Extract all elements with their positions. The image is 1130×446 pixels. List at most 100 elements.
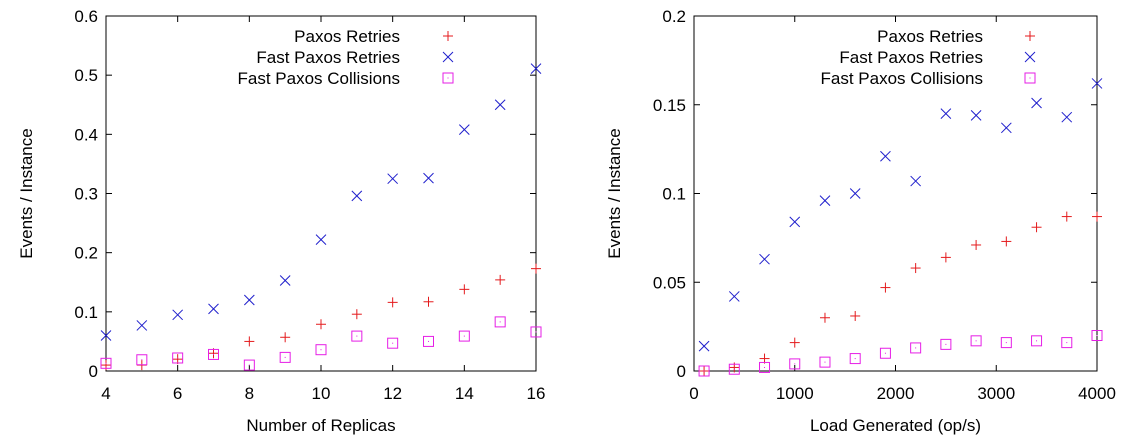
data-point xyxy=(351,330,363,342)
data-point xyxy=(940,108,952,119)
data-point xyxy=(1031,335,1043,347)
data-point xyxy=(351,309,362,320)
series-paxos-retries xyxy=(699,211,1102,376)
x-tick-label: 16 xyxy=(527,384,546,403)
x-tick-label: 0 xyxy=(689,384,698,403)
data-point xyxy=(458,124,470,135)
data-point xyxy=(351,190,363,202)
legend-marker xyxy=(443,31,453,41)
y-tick-label: 0.05 xyxy=(653,273,686,292)
data-point xyxy=(1000,122,1012,134)
data-point xyxy=(698,340,710,352)
legend-marker xyxy=(1024,51,1036,63)
data-point xyxy=(910,175,922,187)
data-point xyxy=(172,352,184,364)
data-point xyxy=(879,347,891,359)
y-tick-label: 0.5 xyxy=(74,66,98,85)
data-point xyxy=(280,332,291,343)
legend-marker xyxy=(442,51,454,63)
data-point xyxy=(819,195,831,206)
data-point xyxy=(789,337,800,348)
x-tick-label: 4 xyxy=(101,384,110,403)
data-point xyxy=(1061,111,1073,123)
legend-marker xyxy=(442,72,454,84)
data-point xyxy=(1061,337,1073,349)
data-point xyxy=(459,284,470,295)
series-fast-paxos-collisions xyxy=(100,316,542,371)
y-axis-label: Events / Instance xyxy=(605,128,624,258)
legend-label: Fast Paxos Retries xyxy=(839,48,983,67)
data-point xyxy=(1092,211,1102,222)
data-point xyxy=(315,344,327,356)
data-point xyxy=(423,172,434,184)
data-point xyxy=(880,150,891,162)
data-point xyxy=(1091,78,1103,89)
data-point xyxy=(1000,337,1012,349)
data-point xyxy=(759,353,770,364)
data-point xyxy=(315,234,327,246)
y-tick-label: 0.1 xyxy=(662,185,686,204)
data-point xyxy=(208,303,219,315)
data-point xyxy=(494,99,506,111)
data-point xyxy=(940,252,951,263)
data-point xyxy=(789,358,801,370)
data-point xyxy=(880,282,891,293)
y-tick-label: 0.6 xyxy=(74,7,98,26)
data-point xyxy=(279,351,291,363)
x-tick-label: 12 xyxy=(383,384,402,403)
data-point xyxy=(279,275,291,286)
data-point xyxy=(698,365,710,377)
data-point xyxy=(100,330,112,341)
data-point xyxy=(495,274,506,285)
chart-load: 0 0.05 0.1 0.15 0.2 0 1000 2000 3000 4000 Load Gen… xyxy=(605,7,1116,435)
chart-replicas: 0 0.1 0.2 0.3 0.4 0.5 0.6 4 6 8 10 12 14 16 Number of … xyxy=(17,7,545,435)
data-point xyxy=(970,335,982,347)
series-fast-paxos-retries xyxy=(698,78,1103,352)
data-point xyxy=(423,296,434,307)
data-point xyxy=(910,342,922,354)
data-point xyxy=(172,309,184,321)
data-point xyxy=(1031,97,1042,109)
data-point xyxy=(423,335,434,347)
series-fast-paxos-retries xyxy=(100,63,542,341)
y-tick-label: 0.4 xyxy=(74,125,98,144)
data-point xyxy=(316,319,326,330)
data-point xyxy=(208,348,219,360)
data-point xyxy=(387,173,399,185)
series-fast-paxos-collisions xyxy=(698,330,1103,377)
data-point xyxy=(849,353,861,365)
data-point xyxy=(531,263,541,274)
y-tick-label: 0 xyxy=(677,362,686,381)
x-tick-label: 1000 xyxy=(776,384,814,403)
data-point xyxy=(1001,236,1012,247)
data-point xyxy=(850,310,861,321)
data-point xyxy=(136,354,148,366)
data-point xyxy=(728,291,740,302)
data-point xyxy=(819,356,831,368)
data-point xyxy=(1031,222,1042,233)
y-tick-label: 0 xyxy=(89,362,98,381)
x-axis-label: Load Generated (op/s) xyxy=(810,416,981,435)
x-tick-label: 3000 xyxy=(977,384,1015,403)
y-tick-label: 0.3 xyxy=(74,185,98,204)
data-point xyxy=(789,216,801,228)
data-point xyxy=(243,294,255,306)
data-point xyxy=(387,297,398,308)
data-point xyxy=(136,320,148,331)
y-tick-label: 0.2 xyxy=(74,244,98,263)
data-point xyxy=(728,363,740,375)
data-point xyxy=(387,337,399,349)
data-point xyxy=(458,330,470,342)
x-tick-label: 10 xyxy=(312,384,331,403)
legend-label: Fast Paxos Collisions xyxy=(820,69,983,88)
x-tick-label: 8 xyxy=(245,384,254,403)
data-point xyxy=(940,338,952,350)
x-axis-label: Number of Replicas xyxy=(246,416,395,435)
data-point xyxy=(819,312,830,323)
legend-label: Fast Paxos Collisions xyxy=(237,69,400,88)
data-point xyxy=(1091,330,1103,341)
data-point xyxy=(759,253,770,265)
y-tick-label: 0.1 xyxy=(74,303,98,322)
